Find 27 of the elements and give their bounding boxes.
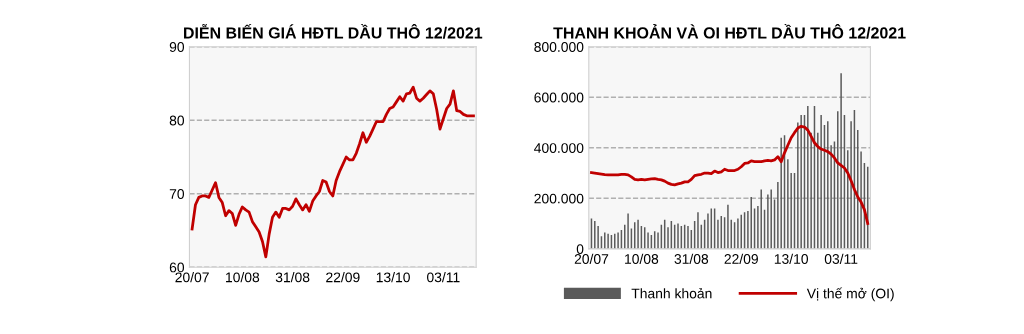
x-tick-label: 13/10 [376,272,410,283]
y-tick-label: 80 [169,115,185,126]
x-tick-label: 20/07 [175,272,209,283]
y-tick-label: 800.000 [534,42,584,52]
line-series [590,124,870,225]
x-tick-label: 10/08 [226,272,260,283]
chart-title: DIỄN BIẾN GIÁ HĐTL DẦU THÔ 12/2021 [184,24,483,39]
x-tick-label: 22/09 [326,272,360,283]
y-tick-label: 60 [169,262,185,273]
y-tick-label: 0 [576,244,584,254]
y-tick-label: 200.000 [534,193,584,204]
legend-label: Thanh khoản [631,287,712,299]
legend-label: Vị thế mở (OI) [806,287,894,302]
line-series [190,85,475,259]
x-tick-label: 03/11 [824,253,858,264]
x-tick-label: 22/09 [724,253,758,264]
y-tick-label: 70 [169,189,185,199]
x-tick-label: 20/07 [574,253,609,264]
x-tick-label: 10/08 [625,253,659,264]
x-tick-label: 31/08 [275,272,310,283]
x-tick-label: 03/11 [427,272,460,283]
x-tick-label: 13/10 [774,253,809,264]
y-tick-label: 90 [169,42,185,52]
x-tick-label: 31/08 [674,253,709,264]
y-tick-label: 400.000 [534,143,584,153]
chart-title: THANH KHOẢN VÀ OI HĐTL DẦU THÔ 12/2021 [553,24,906,39]
y-tick-label: 600.000 [534,92,584,103]
